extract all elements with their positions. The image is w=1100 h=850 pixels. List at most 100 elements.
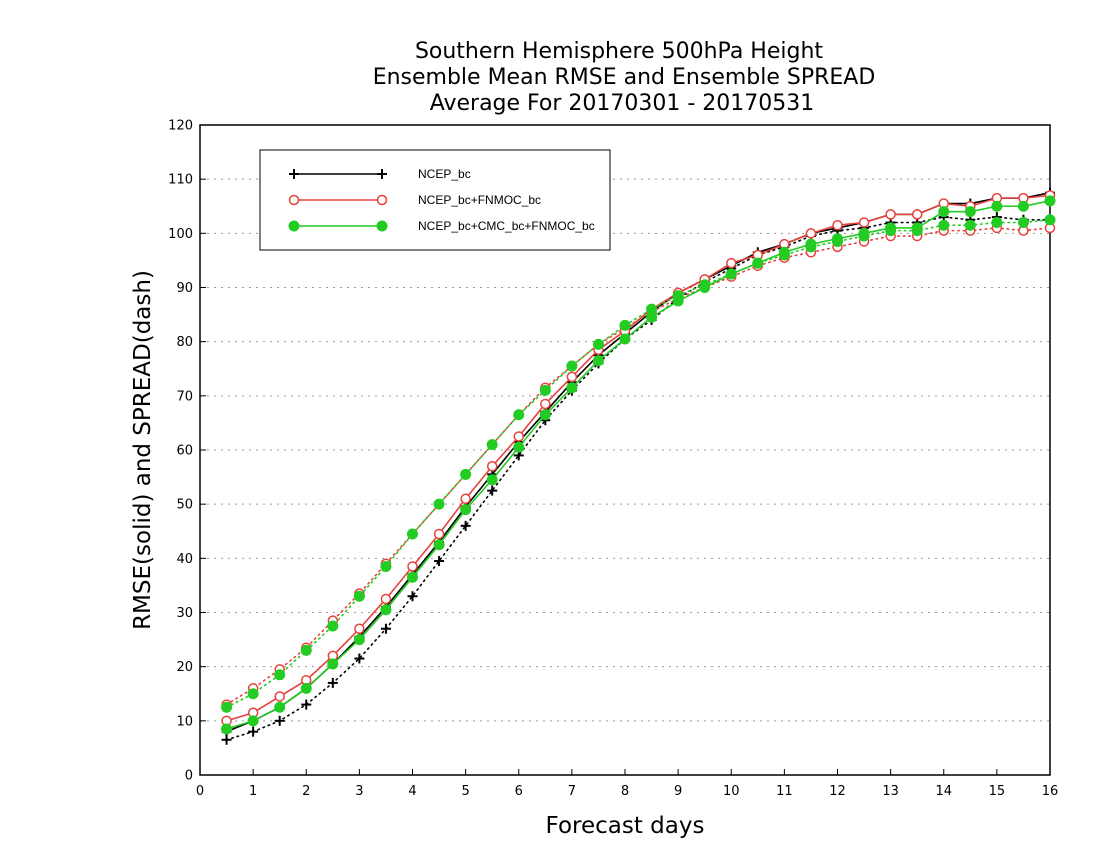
x-tick-label-6: 6 (515, 784, 523, 799)
series-2-rmse-point-31 (1044, 195, 1056, 207)
x-tick-label-4: 4 (408, 784, 416, 799)
legend: NCEP_bc NCEP_bc+FNMOC_bc NCEP_bc+CMC_bc+FN… (259, 149, 611, 251)
legend-label-2: NCEP_bc+CMC_bc+FNMOC_bc (418, 219, 595, 233)
series-2-rmse-point-26 (911, 222, 923, 234)
series-2-rmse-point-1 (247, 715, 259, 727)
legend-label-1: NCEP_bc+FNMOC_bc (418, 193, 541, 207)
y-tick-label-40: 40 (176, 552, 193, 567)
series-1-rmse-point-13 (566, 371, 578, 383)
series-2-spread-point-6 (380, 560, 392, 572)
x-tick-label-5: 5 (461, 784, 469, 799)
series-2-spread-point-2 (274, 669, 286, 681)
series-0-spread-line (225, 216, 1051, 741)
series-2-rmse-point-25 (885, 222, 897, 234)
series-2-rmse-point-28 (964, 206, 976, 218)
series-1-rmse-point-6 (380, 593, 392, 605)
legend-marker-2-b (376, 220, 388, 232)
series-1-rmse-point-7 (407, 561, 418, 572)
x-tick-label-11: 11 (776, 784, 793, 799)
series-0-rmse-line (226, 191, 1051, 733)
series-2-spread-point-31 (1044, 214, 1056, 226)
series-2-spread-point-29 (991, 217, 1003, 228)
series-1-rmse-point-24 (858, 217, 870, 228)
series-2-rmse-point-12 (539, 409, 551, 421)
y-tick-label-60: 60 (176, 444, 193, 459)
series-2-spread-point-11 (513, 409, 525, 421)
grid-lines (200, 178, 1050, 722)
series-1-rmse-point-8 (433, 528, 445, 540)
series-2-rmse-point-3 (300, 682, 312, 694)
series-1-rmse-point-26 (911, 209, 923, 220)
series-1-rmse-point-9 (460, 493, 471, 504)
series-2-spread-point-15 (619, 319, 631, 331)
series-2-rmse-point-5 (353, 634, 365, 646)
series-layer (221, 187, 1056, 745)
series-0-spread-point-6 (380, 623, 391, 634)
series-2-rmse-point-21 (778, 246, 790, 258)
series-2-rmse-point-14 (592, 355, 604, 367)
series-1-rmse-line (226, 194, 1051, 722)
series-2-spread-point-14 (592, 338, 604, 350)
x-tick-label-12: 12 (829, 784, 846, 799)
legend-marker-1-b (376, 194, 388, 206)
series-1-rmse-point-12 (540, 398, 551, 410)
series-2-spread-point-9 (460, 468, 472, 480)
axes: 0 1 2 3 4 5 6 7 8 9 10 11 12 13 14 15 160102030405060708… (168, 119, 1058, 800)
series-2-rmse-point-22 (805, 238, 817, 250)
series-2-rmse-point-0 (221, 723, 233, 735)
series-0-spread-point-3 (301, 699, 312, 710)
series-0-spread-point-4 (327, 677, 338, 688)
y-tick-label-110: 110 (168, 173, 193, 188)
series-2-rmse-point-11 (513, 441, 525, 453)
series-1-rmse-point-2 (274, 691, 285, 702)
series-2-spread-point-3 (300, 644, 312, 656)
x-tick-label-14: 14 (935, 784, 952, 799)
x-tick-label-9: 9 (674, 784, 682, 799)
series-0-spread-point-1 (248, 726, 259, 737)
x-tick-label-3: 3 (355, 784, 363, 799)
series-2-spread-point-27 (938, 219, 950, 231)
y-tick-label-0: 0 (185, 769, 193, 784)
x-tick-label-1: 1 (249, 784, 257, 799)
x-tick-label-10: 10 (723, 784, 740, 799)
series-2-rmse-point-29 (991, 200, 1003, 212)
x-tick-label-15: 15 (989, 784, 1006, 799)
series-1-rmse-point-10 (486, 461, 498, 472)
series-2-rmse-line (226, 200, 1051, 730)
x-tick-label-7: 7 (568, 784, 576, 799)
series-2-rmse-point-15 (619, 333, 631, 345)
series-2-rmse-point-24 (858, 227, 870, 239)
series-2-spread-point-28 (964, 219, 976, 231)
series-1-rmse-point-5 (354, 623, 365, 634)
series-2-rmse-point-20 (752, 257, 764, 269)
series-2-spread-point-30 (1017, 217, 1029, 228)
series-2-rmse-point-9 (460, 504, 472, 516)
series-0-spread-point-8 (434, 556, 445, 567)
series-1-rmse-point-11 (513, 431, 524, 442)
series-2-spread-point-10 (486, 439, 498, 451)
y-tick-label-90: 90 (176, 281, 193, 296)
series-1-rmse-point-19 (726, 257, 737, 269)
series-2-rmse-point-27 (938, 206, 950, 218)
series-2-rmse-point-4 (327, 658, 339, 670)
chart-title-line-3: Average For 20170301 - 20170531 (430, 91, 815, 116)
y-tick-label-50: 50 (176, 498, 193, 513)
series-0-spread-point-10 (487, 485, 498, 496)
series-2-spread-point-12 (539, 384, 551, 396)
series-2-rmse-point-7 (407, 571, 418, 583)
series-2-rmse-point-2 (274, 701, 286, 713)
series-2-rmse-point-30 (1017, 200, 1029, 212)
series-2-rmse-point-23 (832, 233, 843, 245)
x-tick-label-8: 8 (621, 784, 629, 799)
series-2-rmse-point-13 (566, 382, 578, 394)
y-tick-label-70: 70 (176, 389, 193, 404)
series-2-spread-point-4 (327, 620, 339, 632)
y-tick-label-10: 10 (176, 714, 193, 729)
series-2-spread-point-1 (247, 688, 259, 700)
chart-title: Southern Hemisphere 500hPa Height Ensemb… (373, 39, 876, 116)
series-2-rmse-point-16 (646, 311, 658, 323)
series-2-spread-point-5 (353, 590, 365, 602)
series-1 (221, 190, 1056, 727)
series-0-spread-point-2 (274, 715, 285, 726)
y-tick-label-80: 80 (176, 335, 193, 350)
